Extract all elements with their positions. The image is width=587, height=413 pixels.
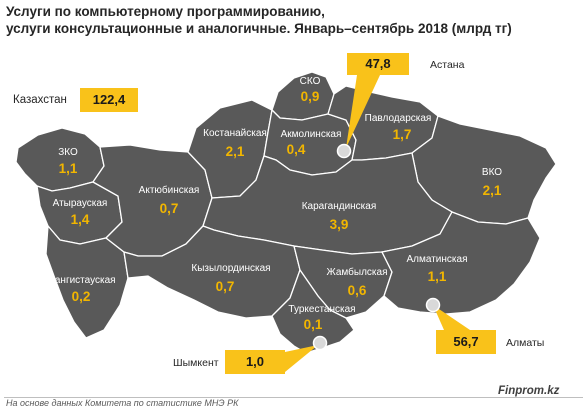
footer-divider <box>4 397 583 398</box>
region-value-vko: 2,1 <box>483 183 502 198</box>
region-value-pavlodar: 1,7 <box>393 127 412 142</box>
region-name-aktobe: Актюбинская <box>139 184 200 196</box>
region-value-turkestan: 0,1 <box>304 317 323 332</box>
region-name-zko: ЗКО <box>58 147 78 158</box>
region-value-almaty-obl: 1,1 <box>428 269 447 284</box>
region-value-atyrau: 1,4 <box>71 212 90 227</box>
country-value-box: 122,4 <box>80 88 138 112</box>
region-value-mangistau: 0,2 <box>72 289 91 304</box>
shymkent-value-box: 1,0 <box>225 350 285 374</box>
region-name-mangistau: Мангистауская <box>46 275 115 286</box>
map-title: Услуги по компьютерному программированию… <box>6 3 566 37</box>
region-name-almaty-obl: Алматинская <box>407 254 468 265</box>
source-note: На основе данных Комитета по статистике … <box>6 398 239 408</box>
astana-callout-pointer <box>346 75 380 148</box>
region-name-vko: ВКО <box>482 167 502 178</box>
region-almaty-obl <box>381 211 541 315</box>
region-value-karaganda: 3,9 <box>330 217 349 232</box>
almaty-callout-pointer <box>433 305 470 330</box>
almaty-value-box: 56,7 <box>436 330 496 354</box>
region-name-kostanay: Костанайская <box>203 128 267 139</box>
region-value-kostanay: 2,1 <box>226 144 245 159</box>
region-value-sko: 0,9 <box>301 89 320 104</box>
astana-label: Астана <box>430 59 465 71</box>
region-name-zhambyl: Жамбылская <box>327 266 388 278</box>
shymkent-label: Шымкент <box>173 357 219 369</box>
astana-value-box: 47,8 <box>347 53 409 75</box>
region-value-aktobe: 0,7 <box>160 201 179 216</box>
region-value-akmola: 0,4 <box>287 142 306 157</box>
region-name-karaganda: Карагандинская <box>302 201 377 212</box>
region-name-akmola: Акмолинская <box>281 129 342 140</box>
region-name-sko: СКО <box>300 76 321 87</box>
region-turkestan <box>271 268 355 354</box>
shymkent-callout-pointer <box>285 345 318 372</box>
map-title-line-1: Услуги по компьютерному программированию… <box>6 4 325 19</box>
astana-marker <box>336 143 352 159</box>
shymkent-marker <box>312 335 328 351</box>
region-value-kyzylorda: 0,7 <box>216 279 235 294</box>
region-zko <box>15 127 105 192</box>
region-name-kyzylorda: Кызылординская <box>191 263 270 274</box>
region-value-zko: 1,1 <box>59 161 78 176</box>
map-title-line-2: услуги консультационные и аналогичные. Я… <box>6 21 512 36</box>
region-value-zhambyl: 0,6 <box>348 283 367 298</box>
almaty-marker <box>425 297 441 313</box>
region-name-turkestan: Туркестанская <box>288 304 355 315</box>
almaty-label: Алматы <box>506 337 545 349</box>
brand-logo-text: Finprom.kz <box>498 385 560 397</box>
country-label: Казахстан <box>13 94 67 106</box>
region-name-pavlodar: Павлодарская <box>365 113 432 124</box>
region-mangistau <box>45 224 129 339</box>
region-name-atyrau: Атырауская <box>53 198 108 209</box>
